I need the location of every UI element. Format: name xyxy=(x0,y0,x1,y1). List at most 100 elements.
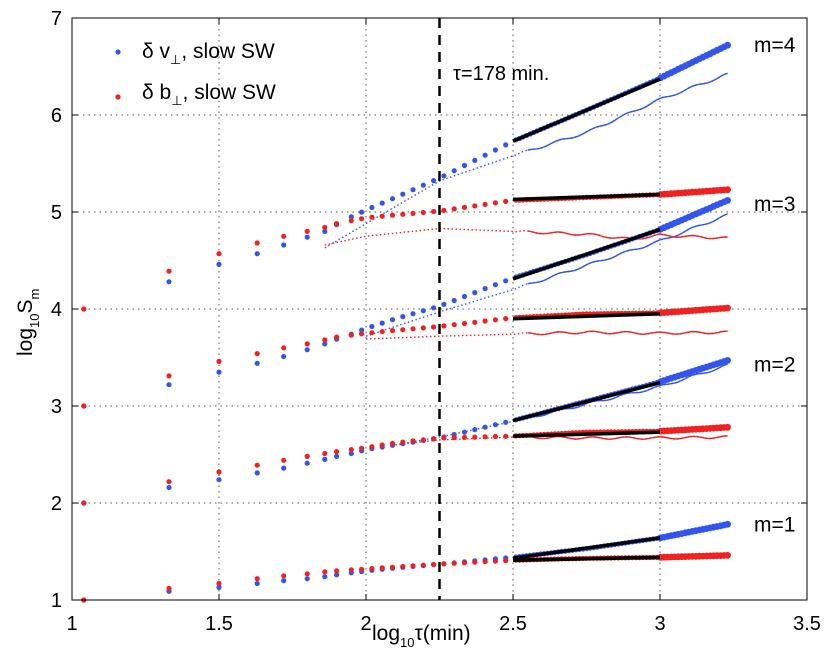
data-point xyxy=(166,268,172,274)
data-point xyxy=(461,560,468,566)
axis-ticks: 1 1.5 2 2.5 3 3.5 1 2 3 4 5 6 7 xyxy=(51,8,821,635)
data-point xyxy=(503,433,509,439)
data-point xyxy=(724,520,731,528)
data-point xyxy=(254,580,260,587)
data-point xyxy=(724,357,731,364)
m-label-4: m=4 xyxy=(754,34,796,57)
data-point xyxy=(503,278,509,284)
data-point xyxy=(81,306,87,312)
data-point xyxy=(254,351,260,357)
data-point xyxy=(724,186,731,194)
data-point xyxy=(431,561,437,568)
y-axis-label: log10Sm xyxy=(14,289,42,356)
data-point xyxy=(359,209,365,215)
data-point xyxy=(400,211,406,217)
data-point xyxy=(216,469,222,475)
data-point xyxy=(389,317,396,323)
x-tick-label: 2.5 xyxy=(499,613,527,635)
data-point xyxy=(472,427,478,433)
data-point xyxy=(482,424,488,430)
fit-line xyxy=(512,227,661,281)
data-point xyxy=(216,477,222,483)
data-point xyxy=(348,447,354,453)
data-point xyxy=(304,234,310,240)
data-point xyxy=(451,560,457,566)
data-point xyxy=(166,279,172,285)
fit-line xyxy=(512,536,661,561)
data-point xyxy=(482,559,488,565)
grid xyxy=(72,18,807,600)
data-point xyxy=(369,214,375,220)
data-point xyxy=(254,360,260,366)
data-point xyxy=(369,566,375,572)
data-point xyxy=(400,327,406,333)
data-point xyxy=(334,453,340,459)
legend-marker-v xyxy=(115,49,121,55)
y-tick-label: 2 xyxy=(51,493,62,515)
data-point xyxy=(724,552,731,559)
data-point xyxy=(322,456,328,462)
data-point xyxy=(400,314,406,320)
y-tick-label: 3 xyxy=(51,396,62,418)
data-point xyxy=(281,345,287,351)
data-point xyxy=(322,450,328,457)
data-point xyxy=(304,571,310,577)
data-point xyxy=(472,157,478,163)
data-point xyxy=(492,200,498,206)
m-label-3: m=3 xyxy=(754,193,795,216)
data-point xyxy=(503,198,509,204)
data-point xyxy=(492,558,498,564)
data-point xyxy=(503,142,509,148)
data-point xyxy=(281,578,287,584)
data-point xyxy=(379,565,385,571)
data-point xyxy=(420,182,426,188)
data-point xyxy=(472,319,478,325)
m-label-2: m=2 xyxy=(754,353,795,376)
data-point xyxy=(472,290,478,296)
data-point xyxy=(461,204,468,210)
fit-lines xyxy=(512,77,661,562)
data-point xyxy=(304,341,310,347)
data-point xyxy=(431,436,437,442)
data-point xyxy=(410,187,416,193)
legend-marker-b xyxy=(115,94,121,100)
data-point xyxy=(379,329,385,335)
data-point xyxy=(431,208,437,215)
data-point xyxy=(254,470,260,476)
data-point xyxy=(304,460,310,466)
data-point xyxy=(492,422,498,428)
data-point xyxy=(503,558,509,564)
y-tick-label: 4 xyxy=(51,299,62,321)
data-point xyxy=(379,442,385,448)
data-point xyxy=(389,440,396,446)
raw-curve-tail xyxy=(527,435,728,440)
data-point xyxy=(322,228,328,234)
data-point xyxy=(322,569,328,575)
data-point xyxy=(482,286,488,292)
data-point xyxy=(254,240,260,246)
data-point xyxy=(441,323,447,329)
raw-curve-tail xyxy=(527,330,728,336)
data-point xyxy=(389,212,396,218)
data-point xyxy=(724,197,731,204)
legend-label-v: δ v⊥, slow SW xyxy=(142,40,275,67)
data-point xyxy=(369,204,375,211)
data-point xyxy=(348,218,354,224)
data-point xyxy=(400,191,406,197)
data-point xyxy=(379,200,385,206)
data-point xyxy=(410,326,416,332)
data-point xyxy=(379,320,385,326)
data-point xyxy=(304,347,310,353)
data-point xyxy=(216,358,222,364)
data-point xyxy=(254,576,260,582)
data-point xyxy=(348,332,354,338)
y-tick-label: 7 xyxy=(51,8,62,30)
data-point xyxy=(304,453,310,459)
data-point xyxy=(281,457,287,463)
data-point xyxy=(451,435,457,441)
data-point xyxy=(472,559,478,565)
data-point xyxy=(322,341,328,347)
data-point xyxy=(369,323,375,330)
tau-annotation: τ=178 min. xyxy=(453,63,549,85)
